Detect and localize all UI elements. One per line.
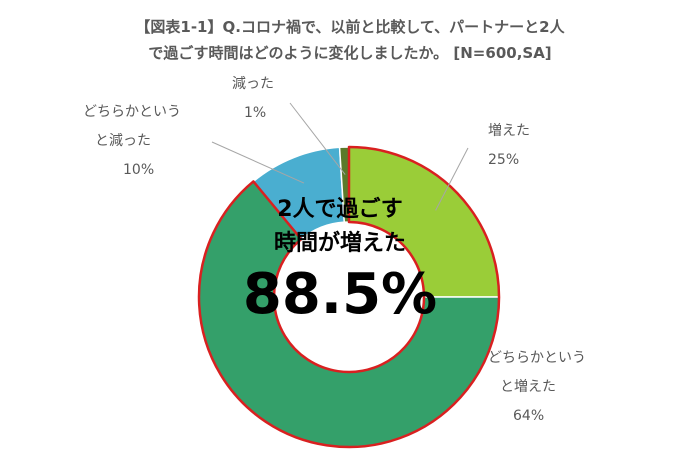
leader-line-decreased [289,102,346,175]
label-increased-name: 増えた [488,123,530,139]
center-line-2: 時間が増えた [273,231,406,256]
chart-title-line-1: 【図表1-1】Q.コロナ禍で、以前と比較して、パートナーと2人 [135,18,565,36]
label-somewhat-increased: どちらかという と増えた 64% [488,344,586,431]
label-increased: 増えた 25% [488,117,530,175]
increased-highlight-outline [197,145,501,449]
label-somewhat-decreased-name-1: どちらかという [83,104,181,120]
label-somewhat-decreased: どちらかという と減った 10% [83,98,181,185]
chart-title-line-2: で過ごす時間はどのように変化しましたか。 [N=600,SA] [148,44,552,62]
label-decreased: 減った 1% [232,70,274,128]
center-value: 88.5% [242,262,438,327]
label-somewhat-decreased-pct: 10% [123,162,155,178]
leader-line-somewhat-decreased [211,141,305,184]
label-somewhat-increased-name-2: と増えた [500,379,556,395]
label-increased-pct: 25% [488,152,520,168]
center-annotation: 2人で過ごす 時間が増えた 88.5% [230,193,450,327]
chart-title: 【図表1-1】Q.コロナ禍で、以前と比較して、パートナーと2人 で過ごす時間はど… [0,14,700,66]
label-somewhat-increased-pct: 64% [513,408,545,424]
leader-line-increased [435,147,469,211]
center-line-1: 2人で過ごす [277,197,403,222]
label-decreased-name: 減った [232,76,274,92]
label-decreased-pct: 1% [244,105,267,121]
label-somewhat-increased-name-1: どちらかという [488,350,586,366]
label-somewhat-decreased-name-2: と減った [95,133,151,149]
